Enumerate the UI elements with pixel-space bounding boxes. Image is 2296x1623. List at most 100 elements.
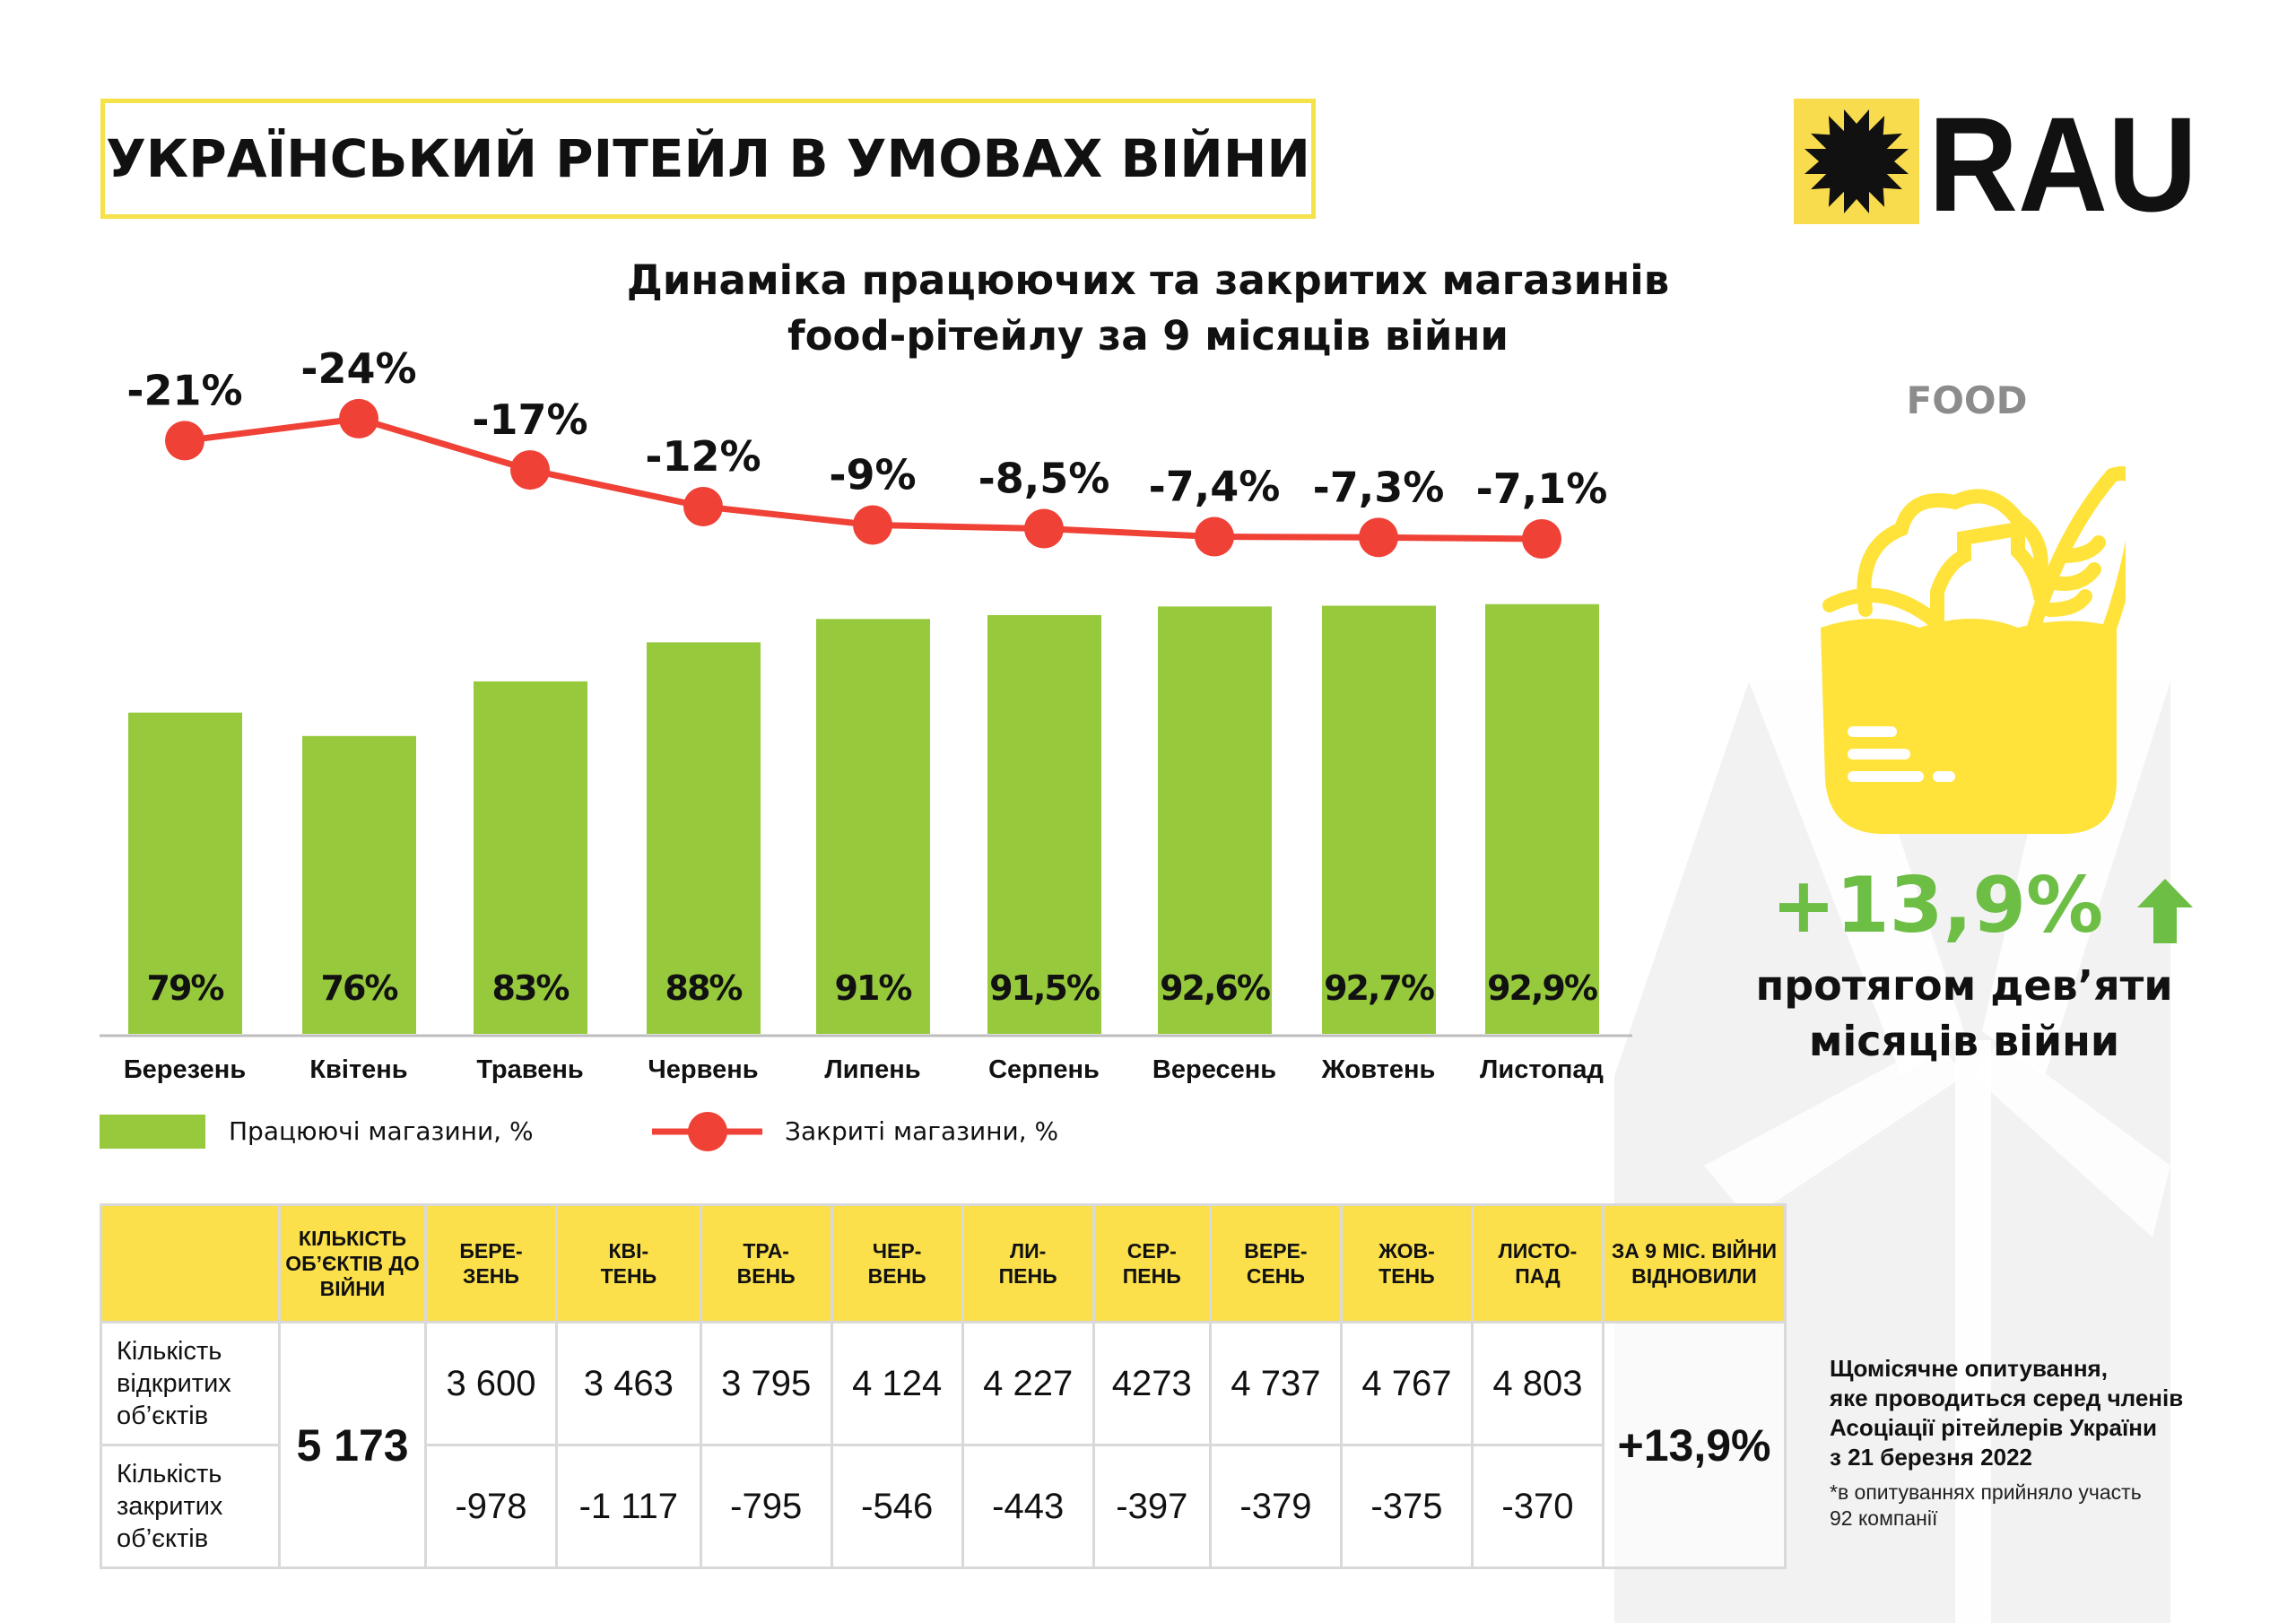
- closed-value-label: -7,3%: [1313, 463, 1445, 511]
- closed-value-label: -21%: [126, 366, 242, 414]
- bar-value-label: 76%: [321, 968, 398, 1008]
- table-header: КВІ- ТЕНЬ: [555, 1203, 702, 1324]
- table-cell: 4273: [1091, 1321, 1212, 1446]
- table-cell: -546: [830, 1444, 964, 1569]
- closed-value-label: -8,5%: [978, 455, 1110, 503]
- table-header: ЛИ- ПЕНЬ: [961, 1203, 1095, 1324]
- bar: [647, 642, 761, 1034]
- closed-point: [853, 505, 892, 545]
- legend-closed-point: [688, 1112, 727, 1151]
- closed-value-label: -9%: [829, 450, 916, 499]
- table-cell: 4 124: [830, 1321, 964, 1446]
- svg-text:RAU: RAU: [1928, 99, 2197, 224]
- closed-point: [1195, 516, 1234, 557]
- star-ornament-icon: [1805, 109, 1909, 213]
- month-label: Травень: [476, 1055, 583, 1084]
- closed-value-label: -17%: [472, 395, 587, 444]
- note-line: яке проводиться серед членів: [1830, 1384, 2184, 1411]
- month-label: Квітень: [309, 1055, 407, 1084]
- month-label: Листопад: [1480, 1055, 1604, 1084]
- table-header: ТРА- ВЕНЬ: [699, 1203, 833, 1324]
- bar-value-label: 92,9%: [1487, 968, 1597, 1008]
- bar: [816, 619, 930, 1034]
- table-cell: Кількість закритих об’єктів: [100, 1444, 281, 1569]
- footnote-line: 92 компанії: [1830, 1506, 1938, 1530]
- stores-chart: 79% Березень 76% Квітень 83% Травень 88% Червен…: [100, 344, 1632, 1151]
- bar: [474, 681, 587, 1034]
- footnote-line: *в опитуваннях прийняло участь: [1830, 1480, 2142, 1504]
- table-cell: -379: [1208, 1444, 1343, 1569]
- table-header: БЕРЕ- ЗЕНЬ: [424, 1203, 558, 1324]
- table-row: Кількість відкритих об’єктів 5 173 3 600 3 …: [100, 1321, 1787, 1569]
- closed-point: [339, 398, 378, 438]
- table-cell: 5 173: [278, 1321, 427, 1569]
- month-label: Жовтень: [1321, 1055, 1436, 1084]
- page-title-box: УКРАЇНСЬКИЙ РІТЕЙЛ В УМОВАХ ВІЙНИ: [100, 99, 1316, 219]
- survey-footnote: *в опитуваннях прийняло участь 92 компан…: [1830, 1480, 2142, 1532]
- closed-point: [1359, 517, 1398, 558]
- bar-value-label: 91,5%: [989, 968, 1100, 1008]
- growth-summary: +13,9%: [1758, 861, 2206, 950]
- stores-table: КІЛЬКІСТЬ ОБ’ЄКТІВ ДО ВІЙНИ БЕРЕ- ЗЕНЬ КВІ…: [100, 1203, 1787, 1569]
- month-label: Вересень: [1152, 1055, 1276, 1084]
- food-category-label: FOOD: [1906, 378, 2028, 422]
- bar-value-label: 79%: [147, 968, 224, 1008]
- growth-value: +13,9%: [1770, 861, 2104, 950]
- table-cell: Кількість відкритих об’єктів: [100, 1321, 281, 1446]
- table-cell: -1 117: [555, 1444, 702, 1569]
- table-cell: 4 227: [961, 1321, 1095, 1446]
- bar-value-label: 88%: [665, 968, 743, 1008]
- month-label: Березень: [124, 1055, 246, 1084]
- bar-value-label: 83%: [492, 968, 570, 1008]
- bar: [128, 712, 242, 1034]
- page-title: УКРАЇНСЬКИЙ РІТЕЙЛ В УМОВАХ ВІЙНИ: [106, 128, 1310, 189]
- growth-period-text: протягом дев’яти місяців війни: [1755, 961, 2173, 1065]
- chart-title-line-2: food-рітейлу за 9 місяців війни: [787, 312, 1509, 360]
- bar-value-label: 91%: [835, 968, 912, 1008]
- table-header: КІЛЬКІСТЬ ОБ’ЄКТІВ ДО ВІЙНИ: [278, 1203, 427, 1324]
- closed-point: [1522, 518, 1561, 559]
- table-cell: -397: [1091, 1444, 1212, 1569]
- table-header: [100, 1203, 281, 1324]
- table-cell: 3 600: [424, 1321, 558, 1446]
- note-line: Асоціації рітейлерів України: [1830, 1414, 2157, 1441]
- note-line: з 21 березня 2022: [1830, 1444, 2033, 1471]
- closed-value-label: -7,4%: [1149, 463, 1281, 511]
- note-line: Щомісячне опитування,: [1830, 1355, 2108, 1382]
- chart-title-line-1: Динаміка працюючих та закритих магазинів: [626, 256, 1670, 304]
- bar: [987, 614, 1101, 1034]
- survey-note: Щомісячне опитування, яке проводиться се…: [1830, 1354, 2183, 1472]
- table-cell: 3 463: [555, 1321, 702, 1446]
- legend-closed-label: Закриті магазини, %: [785, 1116, 1059, 1146]
- table-cell: +13,9%: [1602, 1321, 1787, 1569]
- table-header: ЗА 9 МІС. ВІЙНИ ВІДНОВИЛИ: [1602, 1203, 1787, 1324]
- bar: [1485, 603, 1599, 1034]
- bar-value-label: 92,6%: [1160, 968, 1270, 1008]
- table-cell: 3 795: [699, 1321, 833, 1446]
- legend-working-swatch: [100, 1115, 205, 1149]
- table-cell: 4 737: [1208, 1321, 1343, 1446]
- table-header: СЕР- ПЕНЬ: [1091, 1203, 1212, 1324]
- table-cell: -443: [961, 1444, 1095, 1569]
- table-header: ЖОВ- ТЕНЬ: [1339, 1203, 1474, 1324]
- grocery-bag-icon: [1821, 466, 2126, 834]
- closed-point: [165, 421, 204, 461]
- chart-title: Динаміка працюючих та закритих магазинів…: [538, 253, 1758, 364]
- table-cell: 4 803: [1470, 1321, 1605, 1446]
- rau-logo: RAU: [1794, 99, 2197, 224]
- table-cell: -795: [699, 1444, 833, 1569]
- arrow-up-icon: [2137, 878, 2194, 943]
- table-cell: -978: [424, 1444, 558, 1569]
- closed-value-label: -12%: [645, 432, 761, 481]
- table-header: ЧЕР- ВЕНЬ: [830, 1203, 964, 1324]
- closed-value-label: -24%: [300, 344, 416, 393]
- bar: [302, 735, 416, 1034]
- bar-value-label: 92,7%: [1324, 968, 1434, 1008]
- closed-point: [1024, 508, 1064, 549]
- legend-working-label: Працюючі магазини, %: [229, 1116, 534, 1146]
- table-header: ВЕРЕ- СЕНЬ: [1208, 1203, 1343, 1324]
- closed-point: [683, 486, 723, 526]
- closed-point: [510, 450, 550, 490]
- month-label: Серпень: [988, 1055, 1100, 1084]
- bar: [1158, 606, 1272, 1034]
